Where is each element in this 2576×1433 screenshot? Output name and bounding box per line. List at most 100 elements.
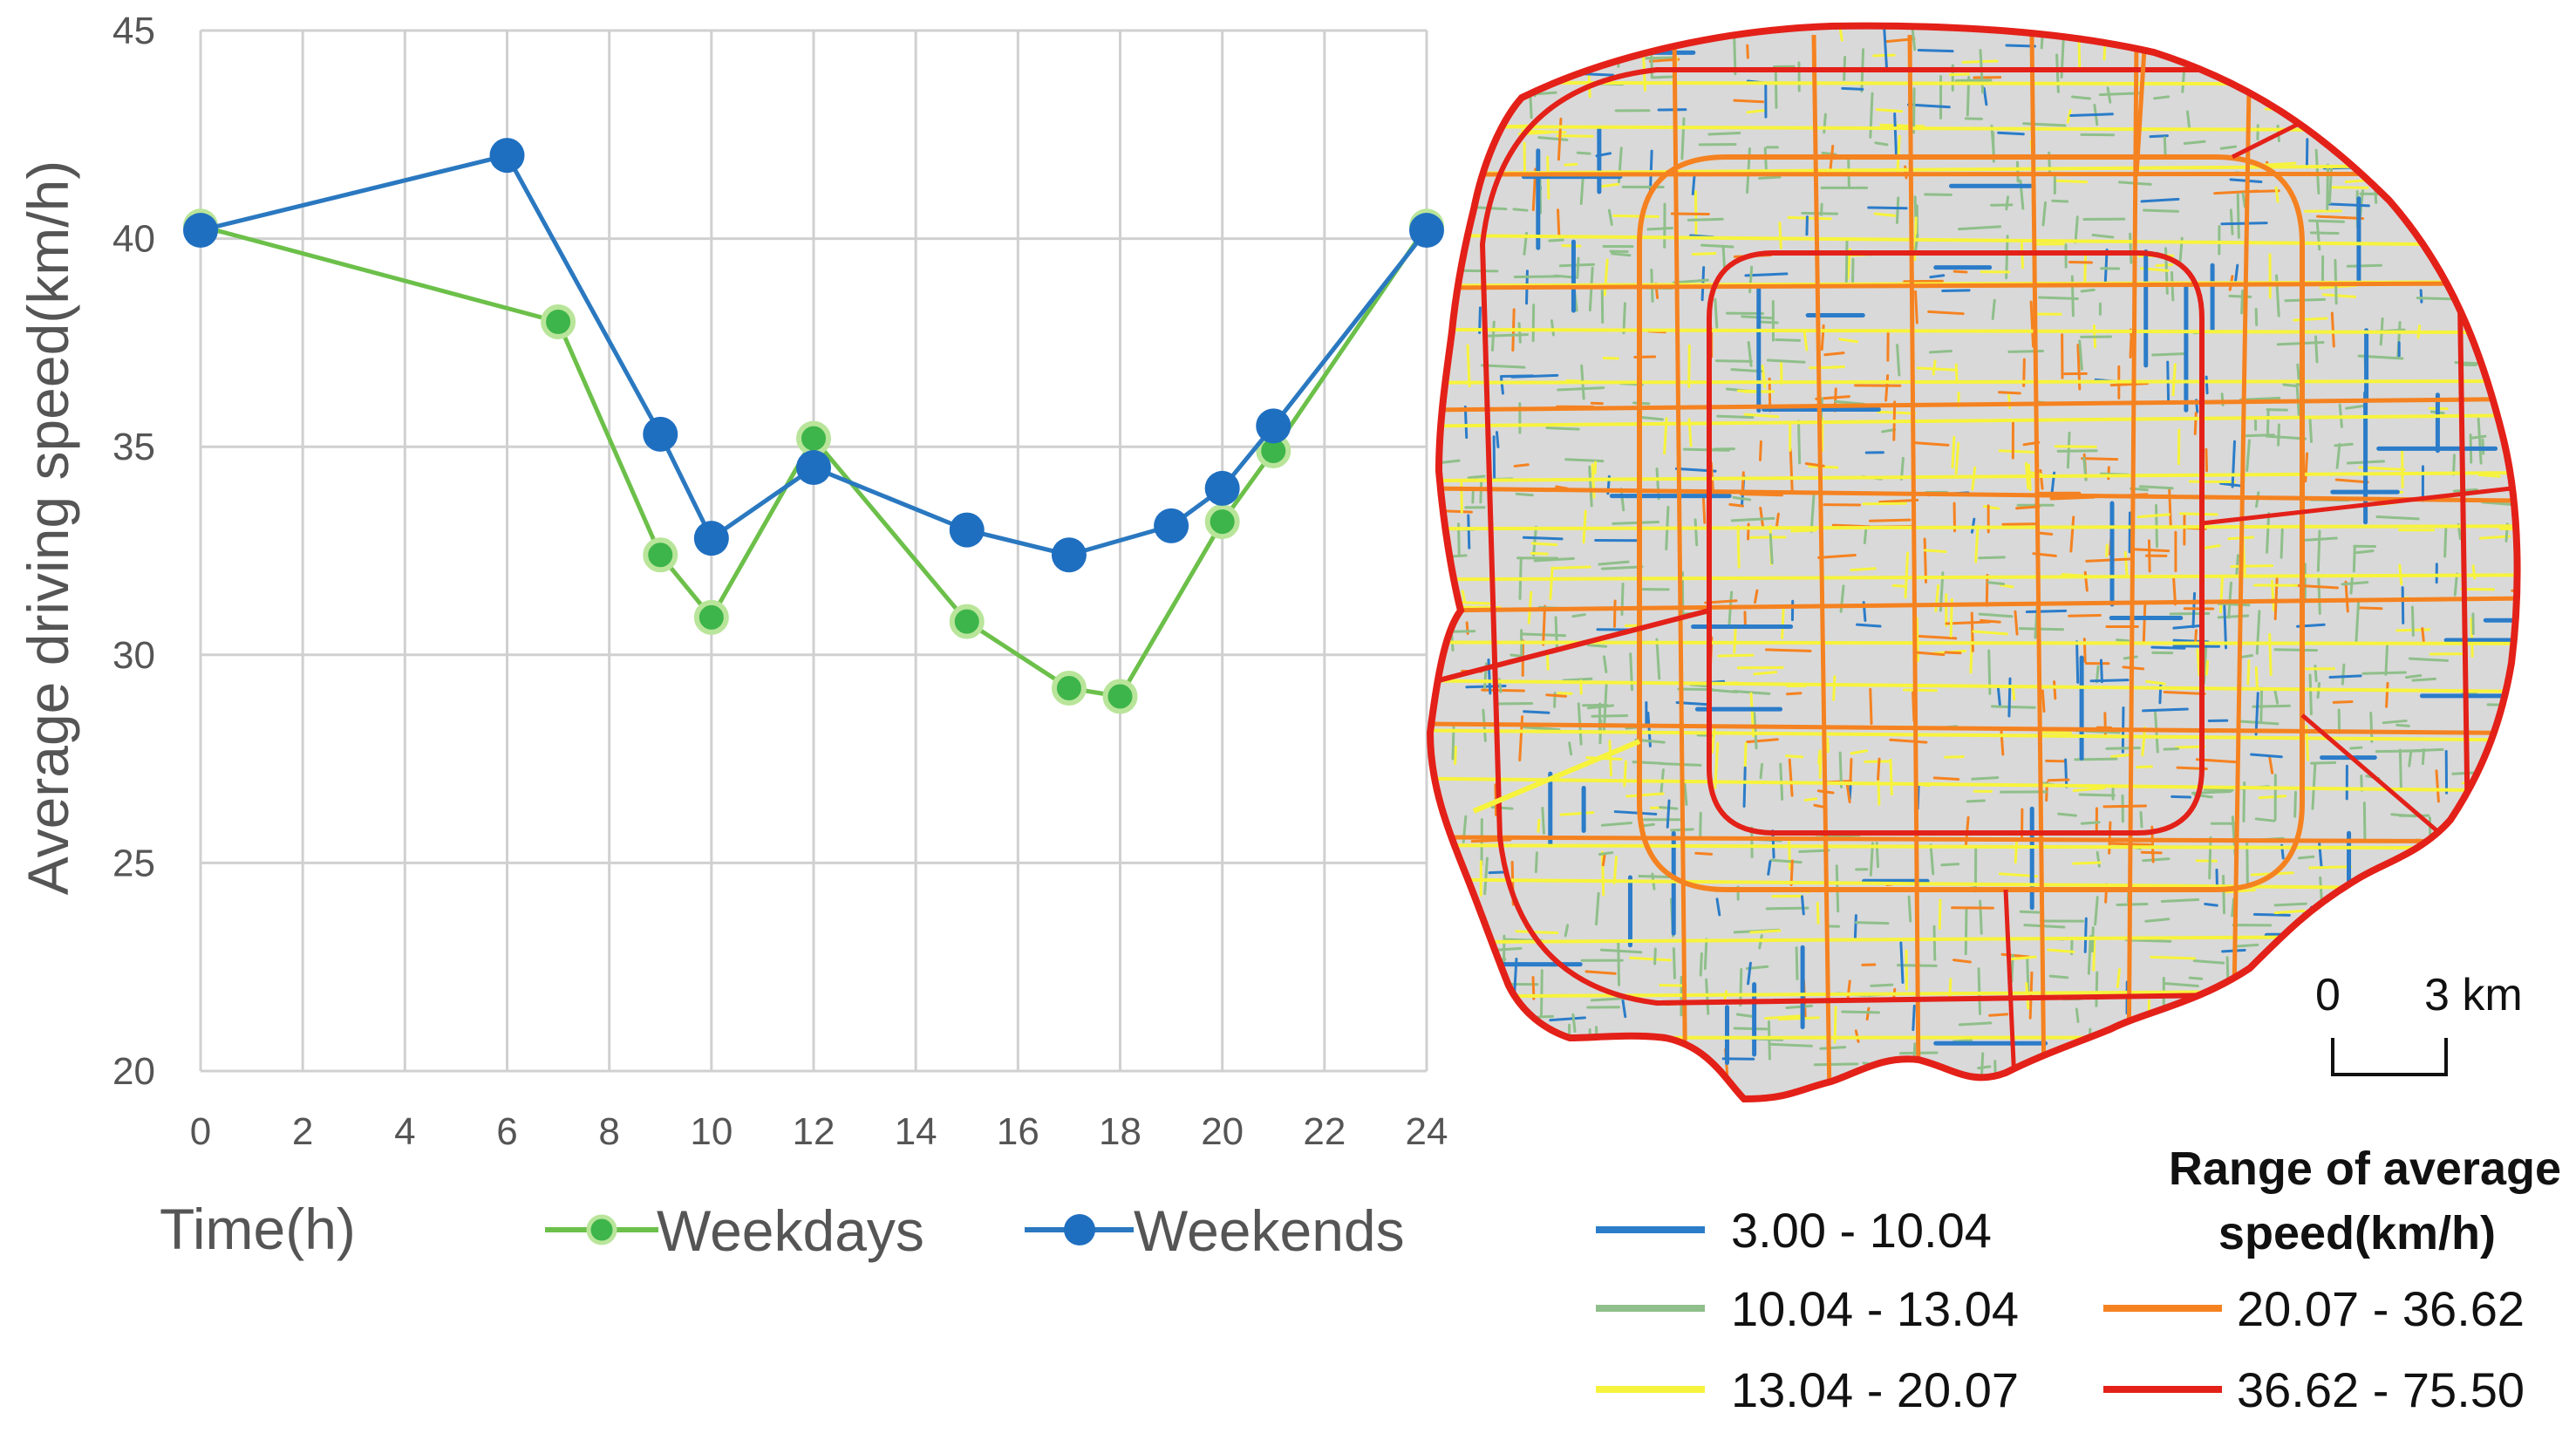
road-segment (2409, 92, 2415, 119)
road-segment (2498, 386, 2518, 390)
road-segment (1765, 906, 1809, 911)
road-segment (1850, 257, 1855, 285)
road-segment (1971, 776, 2000, 781)
road-segment (1534, 1041, 1538, 1068)
road-segment (2476, 54, 2479, 92)
road-segment (1778, 221, 1782, 249)
road-segment (2481, 501, 2518, 507)
road-segment (1486, 333, 1529, 338)
x-tick-label: 22 (1303, 1110, 1346, 1153)
road-segment (1639, 1068, 1644, 1099)
road-segment (2109, 382, 2150, 387)
road-segment (1904, 551, 1910, 599)
road-segment (2268, 755, 2274, 775)
road-segment (2453, 171, 2476, 177)
road-main (1811, 34, 1832, 1099)
road-segment (2229, 38, 2233, 83)
road-segment (2385, 681, 2389, 708)
data-point-weekdays (643, 537, 678, 573)
road-segment (2366, 1056, 2402, 1061)
road-segment (1918, 1089, 1948, 1095)
road-segment (2172, 624, 2201, 630)
road-segment (1700, 243, 1734, 249)
road-segment (2397, 965, 2441, 971)
road-segment (1977, 1065, 1992, 1070)
road-segment (1568, 741, 1573, 756)
data-point-weekends (693, 521, 729, 556)
data-point-weekdays (1102, 679, 1138, 714)
road-segment (2018, 627, 2064, 631)
road-segment (1877, 757, 1881, 781)
y-axis-label: Average driving speed(km/h) (16, 160, 80, 896)
road-segment (1598, 851, 1614, 856)
road-segment (2286, 942, 2291, 973)
road-segment (1454, 745, 1457, 765)
road-segment (2168, 487, 2172, 528)
road-segment (2317, 128, 2334, 132)
road-segment (2371, 879, 2376, 925)
road-segment (2266, 512, 2271, 554)
road-segment (2485, 350, 2512, 355)
road-segment (1785, 1004, 1814, 1009)
road-segment (1952, 959, 1972, 964)
x-tick-label: 6 (496, 1110, 517, 1153)
road-segment (1455, 140, 1461, 170)
road-segment (2416, 937, 2458, 942)
road-segment (1914, 290, 1918, 324)
legend-label-20-36: 20.07 - 36.62 (2237, 1281, 2525, 1336)
road-segment (2293, 958, 2310, 963)
road-segment (1916, 366, 1959, 372)
x-tick-label: 24 (1406, 1110, 1448, 1153)
road-segment (2326, 163, 2329, 211)
road-segment (2208, 836, 2212, 880)
road-segment (1545, 693, 1568, 698)
road-segment (1743, 741, 1748, 771)
road-segment (1932, 776, 1960, 781)
road-segment (2038, 531, 2054, 536)
road-segment (2511, 937, 2518, 942)
road-segment (1588, 1104, 1591, 1126)
road-segment (1534, 851, 1538, 873)
road-segment (2409, 886, 2427, 892)
road-segment (2183, 1021, 2227, 1027)
road-segment (2007, 677, 2012, 718)
road-segment (2315, 215, 2364, 221)
road-segment (2123, 550, 2129, 579)
road-segment (2382, 167, 2408, 172)
road-segment (2481, 302, 2511, 308)
road-segment (1564, 458, 1605, 463)
road-arterial (1430, 640, 2518, 645)
road-segment (2066, 109, 2072, 124)
road-segment (2378, 28, 2393, 32)
legend-weekends-marker (1064, 1214, 1095, 1245)
series-weekends (183, 138, 1444, 573)
road-segment (2457, 821, 2462, 856)
road-segment (2346, 263, 2383, 268)
y-tick-label: 35 (112, 426, 155, 468)
road-segment (1869, 92, 1874, 139)
road-segment (1945, 620, 1992, 625)
road-segment (2361, 671, 2407, 675)
road-segment (1767, 1020, 1771, 1061)
road-segment (2503, 198, 2507, 229)
road-segment (1977, 967, 1982, 1015)
scale-bar-right-label: 3 km (2424, 970, 2523, 1020)
road-segment (2273, 648, 2319, 652)
road-segment (1832, 675, 1837, 701)
road-segment (1758, 320, 1779, 324)
road-segment (1639, 31, 1655, 37)
road-segment (1816, 901, 1820, 925)
road-segment (2511, 361, 2517, 399)
road-segment (1481, 688, 1525, 693)
road-segment (2384, 926, 2389, 969)
road-segment (1841, 86, 1864, 91)
road-segment (1999, 1087, 2003, 1099)
road-segment (1537, 818, 1541, 833)
road-segment (2274, 186, 2280, 203)
road-segment (1621, 998, 1627, 1019)
road-segment (2471, 290, 2488, 295)
road-segment (2072, 786, 2106, 792)
road-segment (1586, 704, 1614, 710)
road-segment (1502, 64, 1541, 69)
road-segment (1435, 69, 1441, 117)
